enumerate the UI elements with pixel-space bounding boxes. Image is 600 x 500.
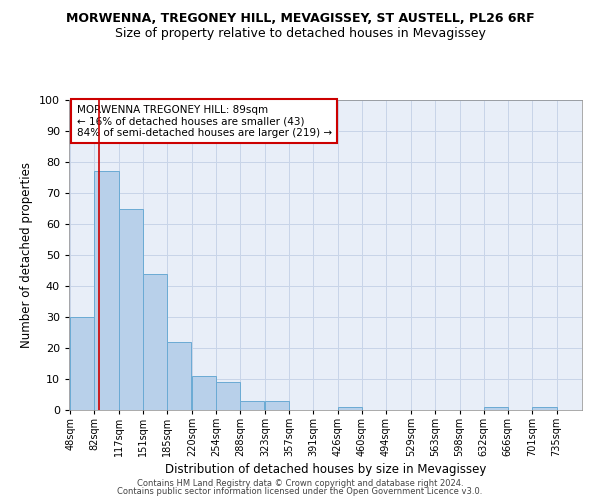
Bar — [338, 407, 362, 410]
Bar — [240, 400, 264, 410]
Bar — [143, 274, 167, 410]
Text: Contains HM Land Registry data © Crown copyright and database right 2024.: Contains HM Land Registry data © Crown c… — [137, 478, 463, 488]
Text: MORWENNA, TREGONEY HILL, MEVAGISSEY, ST AUSTELL, PL26 6RF: MORWENNA, TREGONEY HILL, MEVAGISSEY, ST … — [65, 12, 535, 26]
Bar — [119, 208, 143, 410]
Bar — [167, 342, 191, 410]
Bar — [532, 407, 557, 410]
Bar — [192, 376, 216, 410]
X-axis label: Distribution of detached houses by size in Mevagissey: Distribution of detached houses by size … — [165, 464, 486, 476]
Bar — [70, 317, 94, 410]
Text: MORWENNA TREGONEY HILL: 89sqm
← 16% of detached houses are smaller (43)
84% of s: MORWENNA TREGONEY HILL: 89sqm ← 16% of d… — [77, 104, 332, 138]
Bar — [265, 400, 289, 410]
Bar — [94, 172, 119, 410]
Bar — [216, 382, 240, 410]
Text: Size of property relative to detached houses in Mevagissey: Size of property relative to detached ho… — [115, 28, 485, 40]
Bar — [484, 407, 508, 410]
Y-axis label: Number of detached properties: Number of detached properties — [20, 162, 34, 348]
Text: Contains public sector information licensed under the Open Government Licence v3: Contains public sector information licen… — [118, 487, 482, 496]
